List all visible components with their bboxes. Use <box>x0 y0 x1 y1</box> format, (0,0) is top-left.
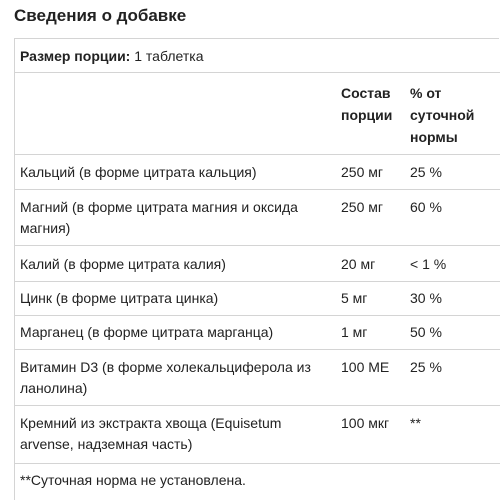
nutrient-amount: 250 мг <box>341 164 383 180</box>
nutrient-daily-value: 60 % <box>410 199 442 215</box>
serving-size-value: 1 таблетка <box>134 48 204 64</box>
row-divider <box>14 349 500 350</box>
row-divider <box>14 245 500 246</box>
header-dv-line-3: нормы <box>410 129 458 145</box>
header-dv-line-1: % от <box>410 85 442 101</box>
nutrient-daily-value: 30 % <box>410 290 442 306</box>
facts-table-frame <box>14 38 499 500</box>
divider-serving <box>14 72 500 73</box>
divider-header <box>14 154 500 155</box>
nutrient-name: Марганец (в форме цитрата марганца) <box>20 324 274 340</box>
header-amount-line-1: Состав <box>341 85 391 101</box>
nutrient-name: Витамин D3 (в форме холекальциферола из … <box>20 359 311 396</box>
header-amount-line-2: порции <box>341 107 393 123</box>
nutrient-name: Магний (в форме цитрата магния и оксида … <box>20 199 298 236</box>
nutrient-amount: 20 мг <box>341 256 376 272</box>
serving-size: Размер порции: 1 таблетка <box>20 48 203 64</box>
nutrient-amount: 100 мкг <box>341 415 390 431</box>
nutrient-amount: 250 мг <box>341 199 383 215</box>
supplement-facts-title: Сведения о добавке <box>14 6 187 25</box>
nutrient-daily-value: 25 % <box>410 164 442 180</box>
nutrient-amount: 1 мг <box>341 324 368 340</box>
header-dv-line-2: суточной <box>410 107 475 123</box>
row-divider <box>14 463 500 464</box>
nutrient-name: Калий (в форме цитрата калия) <box>20 256 226 272</box>
row-divider <box>14 315 500 316</box>
header-amount-per-serving: Состав порции <box>341 82 403 126</box>
nutrient-daily-value: 50 % <box>410 324 442 340</box>
nutrient-daily-value: ** <box>410 415 421 431</box>
nutrient-name: Кальций (в форме цитрата кальция) <box>20 164 257 180</box>
footnote: **Суточная норма не установлена. <box>20 472 246 488</box>
nutrient-amount: 5 мг <box>341 290 368 306</box>
nutrient-name: Кремний из экстракта хвоща (Equisetum ar… <box>20 415 282 452</box>
nutrient-name: Цинк (в форме цитрата цинка) <box>20 290 219 306</box>
nutrient-daily-value: < 1 % <box>410 256 447 272</box>
nutrient-daily-value: 25 % <box>410 359 442 375</box>
row-divider <box>14 405 500 406</box>
row-divider <box>14 189 500 190</box>
serving-size-label: Размер порции: <box>20 48 131 64</box>
header-daily-value: % от суточной нормы <box>410 82 495 148</box>
row-divider <box>14 281 500 282</box>
nutrient-amount: 100 МЕ <box>341 359 390 375</box>
